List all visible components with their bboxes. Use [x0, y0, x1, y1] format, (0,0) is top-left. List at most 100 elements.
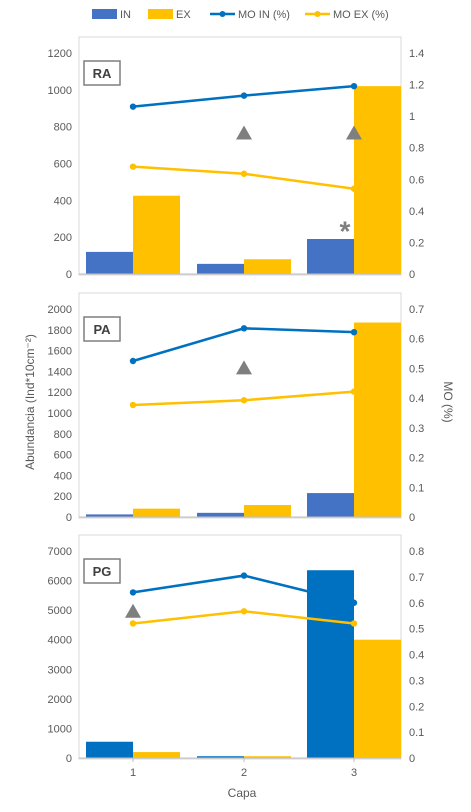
y-tick-label-left: 5000 — [48, 605, 72, 617]
bar-ex — [133, 508, 180, 517]
line-point — [240, 170, 248, 177]
line-point — [350, 599, 358, 606]
y-tick-label-left: 3000 — [48, 664, 72, 676]
line-point — [129, 401, 137, 409]
line-point — [350, 328, 358, 336]
triangle-marker — [236, 360, 252, 375]
y-tick-label-left: 1000 — [48, 408, 72, 420]
panel-label: RA — [83, 60, 121, 86]
y-tick-label-right: 0.6 — [409, 598, 424, 610]
panel-label: PG — [83, 558, 121, 584]
panel-label-box — [83, 316, 121, 342]
y-tick-label-right: 0.1 — [409, 727, 424, 739]
legend-item: MO EX (%) — [305, 9, 389, 21]
line-point — [240, 92, 248, 99]
y-tick-label-right: 0.4 — [409, 206, 424, 218]
y-tick-label-left: 1400 — [48, 366, 72, 378]
asterisk-marker: * — [340, 216, 351, 247]
bar-ex — [244, 259, 291, 274]
line-point — [350, 82, 358, 90]
legend-swatch — [148, 9, 173, 19]
line-point — [129, 163, 137, 170]
y-tick-label-left: 200 — [54, 491, 72, 503]
x-tick-label: 3 — [351, 767, 357, 779]
y-tick-label-left: 6000 — [48, 576, 72, 588]
y-tick-label-right: 1 — [409, 111, 415, 123]
x-axis-label: Capa — [228, 786, 257, 800]
y-tick-label-right: 0 — [409, 269, 415, 281]
bar-ex — [244, 756, 291, 758]
panel-ra: 0 200 400 600 800 1000 1200 0 0.2 0.4 0.6 0.8 1 1.2 1.… — [48, 36, 424, 281]
line-point — [350, 185, 358, 192]
line-point — [240, 397, 248, 404]
line-point — [350, 388, 358, 395]
x-tick-label: 1 — [130, 767, 136, 779]
y-tick-label-left: 0 — [66, 269, 72, 281]
y-tick-label-left: 1600 — [48, 346, 72, 358]
y-tick-label-left: 1200 — [48, 48, 72, 60]
panel-label-text: PA — [93, 322, 111, 337]
panel-pa: 0 200 400 600 800 1000 1200 1400 1600 1800 2000 0 0.… — [48, 292, 424, 524]
panel-label-box — [83, 60, 121, 86]
y-tick-label-left: 800 — [54, 122, 72, 134]
line-point — [129, 357, 137, 365]
y-tick-label-left: 400 — [54, 195, 72, 207]
y-tick-label-left: 7000 — [48, 546, 72, 558]
bar-ex — [133, 195, 180, 274]
bar-in — [86, 514, 133, 517]
line-point — [240, 325, 248, 332]
y-tick-label-right: 0 — [409, 753, 415, 765]
legend-label: MO IN (%) — [238, 9, 290, 21]
bar-ex — [354, 639, 401, 758]
panel-label-box — [83, 558, 121, 584]
triangle-marker — [236, 125, 252, 140]
y-tick-label-right: 0.2 — [409, 237, 424, 249]
bar-ex — [354, 322, 401, 517]
y-tick-label-left: 2000 — [48, 304, 72, 316]
y-tick-label-right: 0.7 — [409, 304, 424, 316]
legend-marker — [314, 11, 321, 17]
y-tick-label-right: 0.4 — [409, 393, 424, 405]
y-tick-label-left: 600 — [54, 159, 72, 171]
y-tick-label-right: 0.4 — [409, 650, 424, 662]
bar-in — [307, 570, 354, 758]
bar-ex — [354, 86, 401, 275]
line-point — [240, 572, 248, 579]
legend-label: EX — [176, 9, 191, 21]
y-tick-label-left: 4000 — [48, 635, 72, 647]
y-tick-label-left: 200 — [54, 232, 72, 244]
y-tick-label-right: 0.8 — [409, 143, 424, 155]
bar-in — [86, 741, 133, 758]
panel-label: PA — [83, 316, 121, 342]
y-tick-label-right: 0.3 — [409, 675, 424, 687]
legend-item: MO IN (%) — [210, 9, 290, 21]
y-tick-label-right: 0.8 — [409, 546, 424, 558]
bar-in — [307, 493, 354, 517]
y-tick-label-right: 0.3 — [409, 423, 424, 435]
legend-item: EX — [148, 9, 191, 21]
y-tick-label-left: 600 — [54, 450, 72, 462]
bar-in — [197, 512, 244, 517]
legend-marker — [219, 11, 226, 17]
line-point — [240, 608, 248, 615]
bar-ex — [244, 505, 291, 517]
line-point — [129, 103, 137, 110]
y-tick-label-left: 1000 — [48, 723, 72, 735]
line-series — [132, 165, 355, 190]
y-tick-label-right: 1.2 — [409, 80, 424, 92]
legend-swatch — [92, 9, 117, 19]
y-axis-left-label: Abundancia (Ind*10cm⁻²) — [23, 334, 37, 470]
panels: 02004006008001000120000.20.40.60.811.21.… — [48, 36, 424, 779]
y-tick-label-left: 2000 — [48, 694, 72, 706]
y-tick-label-right: 0.2 — [409, 701, 424, 713]
panel-frame — [78, 292, 402, 519]
panel-pg: 0 1000 2000 3000 4000 5000 6000 7000 0 0.1 0.2 0.3 0… — [48, 534, 424, 765]
y-tick-label-left: 800 — [54, 429, 72, 441]
line-point — [350, 620, 358, 627]
line-point — [129, 589, 137, 596]
y-tick-label-left: 1000 — [48, 85, 72, 97]
y-tick-label-right: 0.6 — [409, 174, 424, 186]
y-tick-label-left: 0 — [66, 512, 72, 524]
